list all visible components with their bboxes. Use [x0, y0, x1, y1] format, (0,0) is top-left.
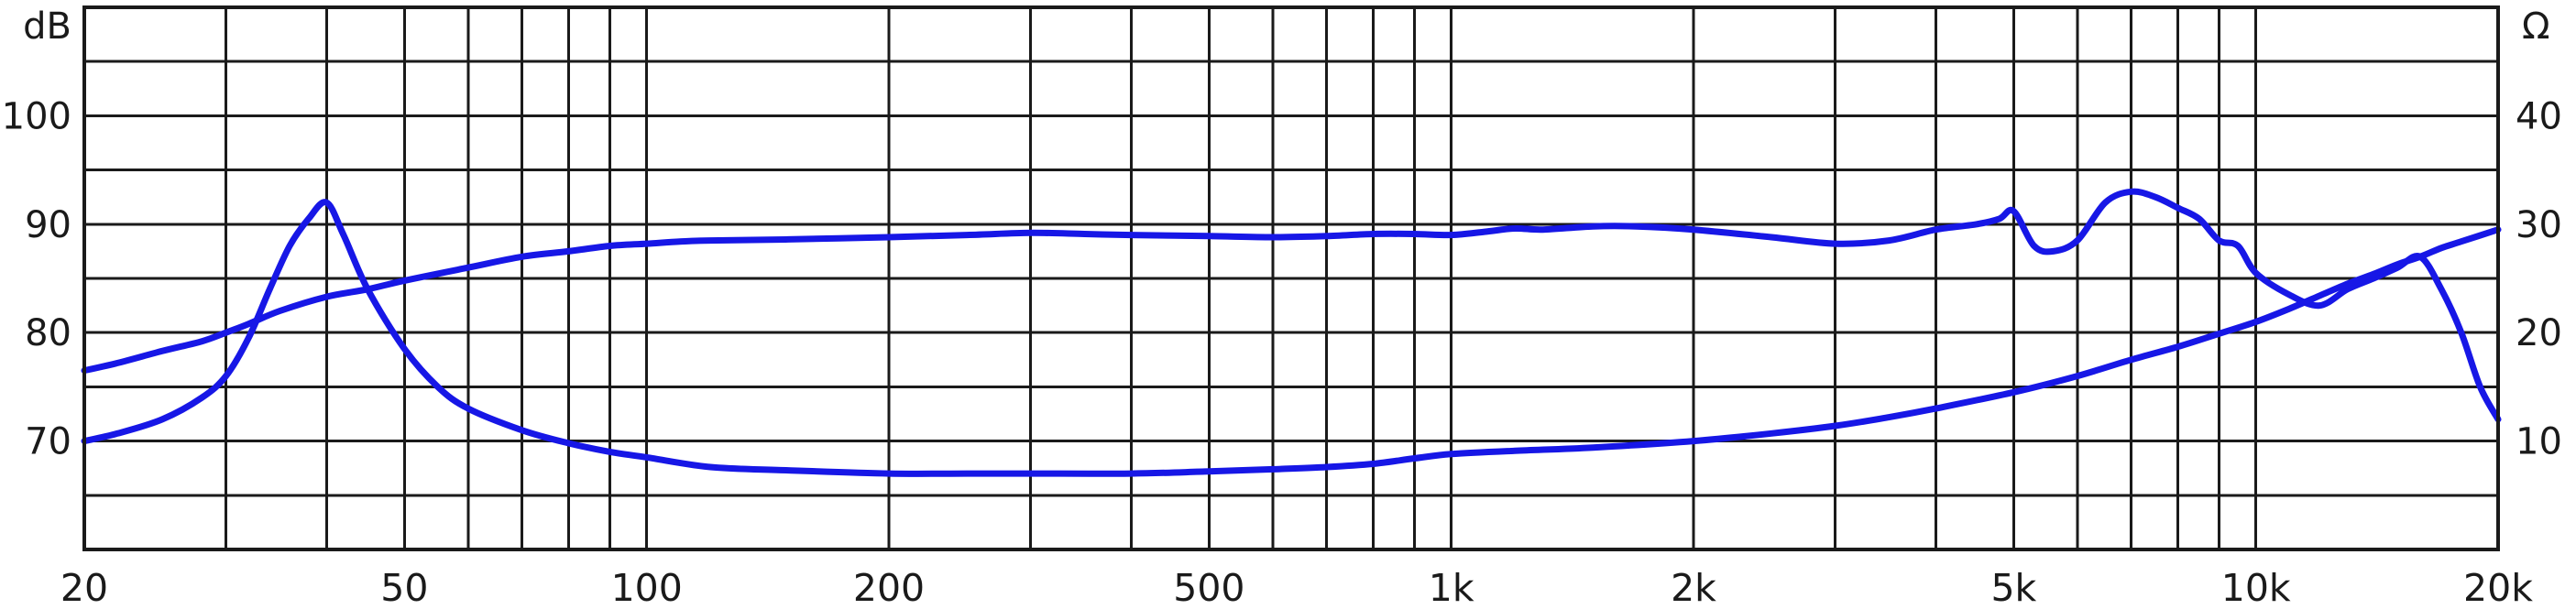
frequency-response-line — [81, 188, 2502, 423]
y-left-tick-label: 80 — [25, 312, 71, 354]
x-tick-label: 1k — [1429, 566, 1474, 609]
x-tick-label: 20k — [2463, 566, 2533, 609]
x-tick-label: 50 — [380, 566, 428, 609]
tick-labels: 20 50 100 200 500 1k 2k 5k 10k 20k 70 80 90 100 10 20 30… — [2, 95, 2562, 609]
x-tick-label: 5k — [1990, 566, 2036, 609]
x-tick-label: 2k — [1671, 566, 1716, 609]
y-axis-right-unit: Ω — [2522, 5, 2550, 48]
y-right-tick-label: 10 — [2516, 421, 2562, 463]
x-tick-label: 20 — [60, 566, 108, 609]
y-right-tick-label: 20 — [2516, 312, 2562, 354]
x-tick-label: 10k — [2221, 566, 2291, 609]
y-left-tick-label: 70 — [25, 421, 71, 463]
series-group — [81, 188, 2502, 477]
x-tick-label: 500 — [1173, 566, 1244, 609]
plot-frame — [82, 5, 2500, 551]
x-tick-label: 100 — [611, 566, 683, 609]
impedance-line — [81, 199, 2502, 477]
x-tick-label: 200 — [853, 566, 925, 609]
y-right-tick-label: 30 — [2516, 204, 2562, 246]
y-left-tick-label: 90 — [25, 204, 71, 246]
y-left-tick-label: 100 — [2, 95, 71, 137]
y-axis-left-unit: dB — [23, 5, 71, 48]
y-right-tick-label: 40 — [2516, 95, 2562, 137]
